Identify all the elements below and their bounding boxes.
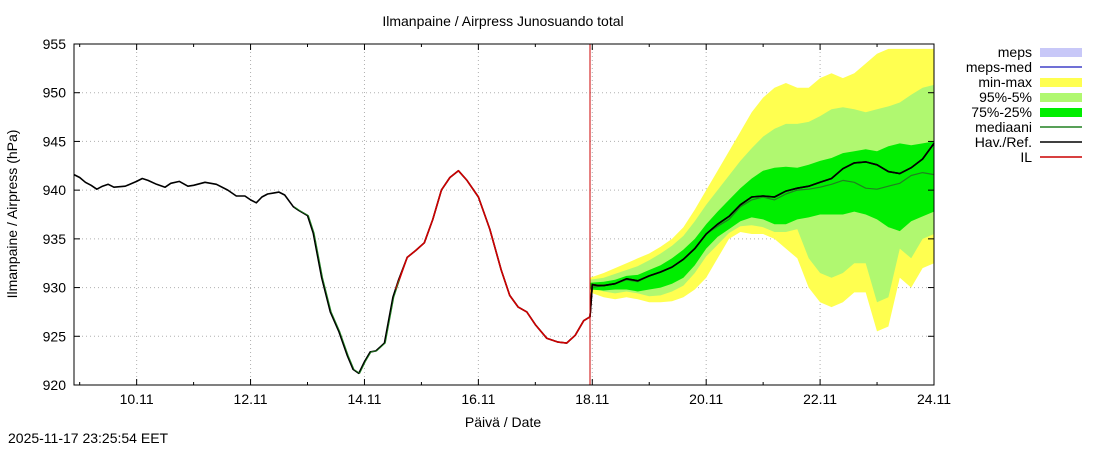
band-75-25 <box>590 141 934 292</box>
series-il-line <box>395 169 604 344</box>
legend: mepsmeps-medmin-max95%-5%75%-25%mediaani… <box>966 44 1082 165</box>
legend-swatch-meps <box>1040 48 1082 57</box>
y-tick-label: 940 <box>43 182 67 198</box>
plot-frame <box>73 43 935 386</box>
x-axis-ticks: 10.11 12.11 14.11 16.11 18.11 20.11 22.11 24.11 <box>79 44 951 407</box>
series-lines <box>73 142 935 375</box>
y-tick-label: 925 <box>43 328 67 344</box>
chart-title: Ilmanpaine / Airpress Junosuando total <box>382 13 623 29</box>
legend-label-obs: Hav./Ref. <box>975 134 1032 150</box>
legend-label-il: IL <box>1020 149 1032 165</box>
legend-label-p95_5: 95%-5% <box>979 89 1032 105</box>
x-tick-label: 16.11 <box>461 391 495 407</box>
legend-label-minmax: min-max <box>978 74 1032 90</box>
y-tick-label: 950 <box>43 85 67 101</box>
legend-label-p75_25: 75%-25% <box>971 104 1032 120</box>
y-axis-label: Ilmanpaine / Airpress (hPa) <box>4 130 20 299</box>
forecast-bands <box>590 48 934 332</box>
legend-label-median: mediaani <box>975 119 1032 135</box>
x-tick-label: 20.11 <box>689 391 723 407</box>
y-axis-ticks: 920 925 930 935 940 945 950 955 <box>43 36 934 393</box>
timestamp: 2025-11-17 23:25:54 EET <box>8 430 169 446</box>
legend-label-meps_med: meps-med <box>966 59 1032 75</box>
legend-swatch-minmax <box>1040 78 1082 87</box>
x-tick-label: 18.11 <box>575 391 609 407</box>
x-tick-label: 14.11 <box>347 391 381 407</box>
x-tick-label: 10.11 <box>120 391 154 407</box>
y-tick-label: 920 <box>43 377 67 393</box>
y-tick-label: 930 <box>43 280 67 296</box>
series-obs-forecast-line <box>589 142 935 317</box>
legend-swatch-p95_5 <box>1040 93 1082 102</box>
legend-swatch-p75_25 <box>1040 108 1082 117</box>
x-tick-label: 24.11 <box>917 391 951 407</box>
x-tick-label: 12.11 <box>234 391 268 407</box>
legend-label-meps: meps <box>998 44 1032 60</box>
y-tick-label: 935 <box>43 231 67 247</box>
x-axis-label: Päivä / Date <box>465 414 541 430</box>
x-tick-label: 22.11 <box>803 391 837 407</box>
y-tick-label: 955 <box>43 36 67 52</box>
y-tick-label: 945 <box>43 133 67 149</box>
series-obs-past-overlay <box>294 206 400 374</box>
